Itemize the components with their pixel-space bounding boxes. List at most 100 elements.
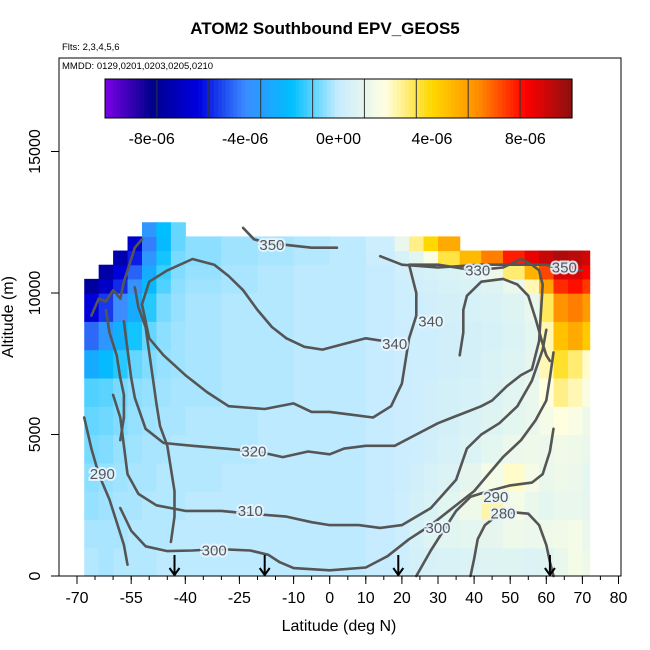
epv-cell: [582, 278, 591, 294]
epv-cell: [423, 278, 439, 294]
epv-cell: [185, 250, 222, 266]
epv-cell: [539, 250, 555, 266]
colorbar-swatch: [132, 79, 137, 118]
epv-cell: [502, 377, 526, 407]
colorbar-swatch: [342, 79, 347, 118]
colorbar-swatch: [552, 79, 558, 118]
colorbar-swatch: [381, 79, 386, 118]
epv-cell: [156, 377, 172, 407]
epv-cell: [438, 293, 461, 322]
colorbar-swatch: [544, 79, 550, 118]
colorbar-swatch: [178, 79, 184, 118]
epv-cell: [365, 349, 396, 379]
contour-label: 350: [552, 260, 577, 277]
epv-cell: [409, 547, 425, 577]
epv-cell: [141, 222, 158, 237]
contour-line: [119, 506, 281, 564]
epv-cell: [329, 519, 367, 549]
epv-cell: [438, 377, 461, 407]
epv-cell: [539, 264, 555, 280]
epv-cell: [257, 264, 295, 280]
colorbar-swatch: [190, 79, 196, 118]
epv-cell: [113, 462, 129, 492]
epv-cell: [84, 321, 100, 351]
epv-cell: [127, 547, 143, 577]
contour-line: [241, 226, 339, 249]
x-tick-label: 70: [574, 590, 592, 607]
colorbar-swatch: [116, 79, 122, 118]
epv-cell: [423, 236, 439, 252]
epv-cell: [329, 293, 367, 322]
epv-cell: [582, 293, 591, 322]
x-tick-label: 60: [537, 590, 555, 607]
colorbar-swatch: [474, 79, 480, 118]
x-tick-label: 30: [429, 590, 447, 607]
epv-cell: [502, 519, 526, 549]
epv-cell: [582, 462, 591, 492]
epv-cell: [141, 349, 158, 379]
epv-cell: [459, 377, 482, 407]
colorbar-swatch: [568, 79, 573, 118]
colorbar-swatch: [424, 79, 429, 118]
colorbar-swatch: [490, 79, 495, 118]
epv-cell: [394, 491, 410, 520]
epv-cell: [459, 519, 482, 549]
epv-cell: [481, 250, 504, 266]
epv-cell: [582, 519, 591, 549]
contour-label: 350: [259, 237, 284, 254]
epv-cell: [257, 278, 295, 294]
epv-cell: [84, 278, 100, 294]
epv-cell: [502, 264, 526, 280]
epv-cell: [438, 236, 461, 252]
epv-cell: [141, 547, 158, 577]
epv-cell: [84, 293, 100, 322]
epv-cell: [553, 377, 569, 407]
epv-cell: [539, 491, 555, 520]
colorbar-swatch: [463, 79, 468, 118]
y-tick-label: 0: [27, 571, 44, 580]
y-tick-label: 5000: [27, 417, 44, 453]
epv-cell: [459, 278, 482, 294]
epv-cell: [365, 264, 396, 280]
epv-cell: [502, 547, 526, 577]
colorbar-swatch: [241, 79, 246, 118]
colorbar-swatch: [494, 79, 499, 118]
epv-cell: [481, 434, 504, 464]
colorbar-swatch: [120, 79, 126, 118]
x-axis: -70 -55 -40 -25 -10 0 10 20 30 40 50 60 70 80: [65, 576, 628, 607]
epv-cell: [481, 377, 504, 407]
epv-cell: [98, 406, 114, 436]
epv-cell: [582, 491, 591, 520]
epv-cell: [127, 434, 143, 464]
colorbar-swatch: [482, 79, 487, 118]
epv-cell: [293, 547, 331, 577]
epv-cell: [438, 250, 461, 266]
epv-cell: [98, 519, 114, 549]
epv-cell: [394, 293, 410, 322]
contour-line: [378, 254, 584, 272]
colorbar-swatch: [431, 79, 437, 118]
colorbar-swatch: [533, 79, 538, 118]
epv-cell: [524, 278, 540, 294]
epv-cell: [438, 321, 461, 351]
colorbar-swatch: [451, 79, 456, 118]
epv-cell: [329, 250, 367, 266]
epv-cell: [365, 519, 396, 549]
colorbar-tick-label: 8e-06: [505, 131, 546, 148]
epv-cell: [185, 264, 222, 280]
epv-cell: [423, 349, 439, 379]
colorbar-swatch: [385, 79, 390, 118]
epv-cell: [459, 250, 482, 266]
epv-cell: [524, 264, 540, 280]
epv-cell: [127, 462, 143, 492]
epv-cell: [329, 349, 367, 379]
x-axis-label: Latitude (deg N): [282, 618, 397, 635]
contour-line: [133, 286, 176, 544]
epv-cell: [553, 462, 569, 492]
epv-cell: [221, 406, 259, 436]
colorbar-swatch: [237, 79, 242, 118]
epv-cell: [84, 406, 100, 436]
epv-cell: [98, 349, 114, 379]
epv-cell: [567, 434, 583, 464]
epv-cell: [293, 278, 331, 294]
